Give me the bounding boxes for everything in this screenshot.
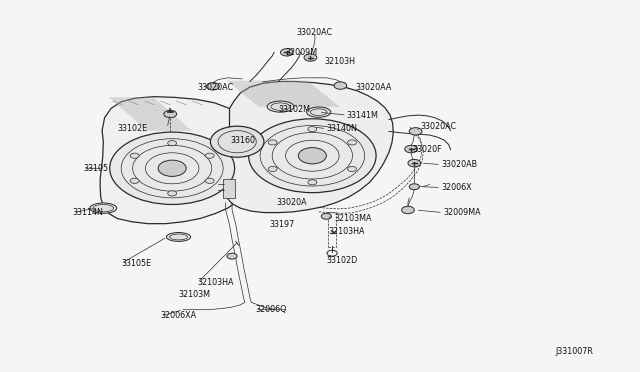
Ellipse shape (166, 232, 191, 241)
Circle shape (168, 191, 177, 196)
Text: 33105E: 33105E (121, 259, 151, 268)
Text: 33141M: 33141M (347, 110, 379, 120)
Text: 32009MA: 32009MA (443, 208, 481, 217)
Ellipse shape (90, 203, 116, 213)
Circle shape (348, 166, 356, 171)
Ellipse shape (267, 101, 294, 112)
Circle shape (205, 153, 214, 158)
Circle shape (109, 132, 235, 205)
Circle shape (298, 148, 326, 164)
Circle shape (404, 145, 417, 153)
Circle shape (164, 110, 177, 118)
Text: 33020AC: 33020AC (297, 28, 333, 37)
Circle shape (207, 83, 220, 90)
Circle shape (268, 166, 277, 171)
Ellipse shape (307, 107, 331, 117)
Circle shape (321, 213, 332, 219)
Circle shape (130, 153, 139, 158)
Text: 33114N: 33114N (73, 208, 104, 217)
Text: 32103M: 32103M (179, 290, 211, 299)
Circle shape (227, 253, 237, 259)
Text: 33102D: 33102D (326, 256, 358, 266)
Text: 32006XA: 32006XA (161, 311, 197, 320)
Polygon shape (100, 97, 256, 224)
Text: 33197: 33197 (269, 220, 294, 229)
Circle shape (348, 140, 356, 145)
Text: 32103H: 32103H (324, 57, 355, 66)
Text: J331007R: J331007R (556, 347, 594, 356)
Text: 33140N: 33140N (326, 124, 357, 133)
Text: 33105: 33105 (83, 164, 108, 173)
Circle shape (401, 206, 414, 214)
Circle shape (248, 119, 376, 193)
Circle shape (280, 49, 293, 56)
Circle shape (211, 126, 264, 157)
Text: 32006Q: 32006Q (255, 305, 287, 314)
Bar (223, 179, 235, 198)
Circle shape (409, 184, 419, 190)
Polygon shape (226, 81, 394, 212)
Circle shape (130, 178, 139, 183)
Text: 32009M: 32009M (285, 48, 317, 57)
Text: 32006X: 32006X (441, 183, 472, 192)
Text: 33102E: 33102E (117, 124, 147, 132)
Circle shape (334, 82, 347, 89)
Text: 33102M: 33102M (278, 105, 310, 115)
Circle shape (308, 126, 317, 132)
Text: 32103MA: 32103MA (334, 214, 371, 222)
Text: 33020AC: 33020AC (198, 83, 234, 92)
Text: 32103HA: 32103HA (328, 227, 365, 236)
Circle shape (409, 128, 422, 135)
Text: 32103HA: 32103HA (198, 278, 234, 287)
Circle shape (168, 141, 177, 146)
Circle shape (158, 160, 186, 176)
Circle shape (205, 178, 214, 183)
Circle shape (268, 140, 277, 145)
Text: 33020A: 33020A (276, 199, 307, 208)
Text: 33020AB: 33020AB (441, 160, 477, 169)
Text: 33020AC: 33020AC (420, 122, 457, 131)
Circle shape (304, 54, 317, 61)
Text: 33020F: 33020F (412, 145, 442, 154)
Text: 33160: 33160 (231, 136, 256, 145)
Circle shape (308, 180, 317, 185)
Text: 33020AA: 33020AA (356, 83, 392, 92)
Circle shape (408, 160, 420, 167)
